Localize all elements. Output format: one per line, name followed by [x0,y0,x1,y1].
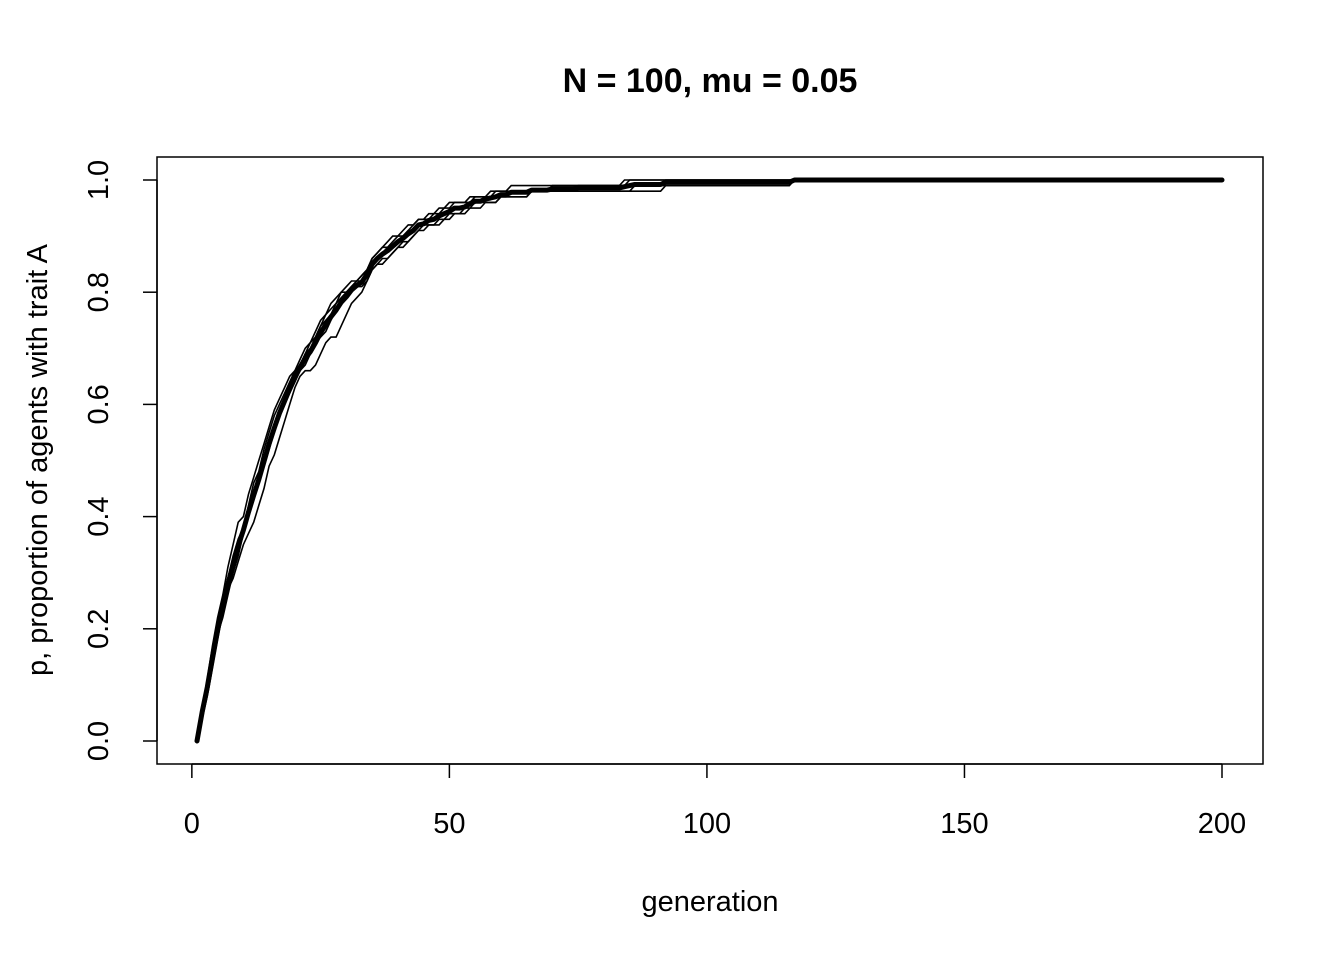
x-axis-label: generation [641,886,778,918]
y-tick-label: 0.2 [83,609,115,649]
y-tick-label: 0.8 [83,272,115,312]
y-axis-label: p, proportion of agents with trait A [22,243,54,676]
x-tick-label: 200 [1198,808,1246,840]
y-tick-label: 1.0 [83,160,115,200]
plot-frame [156,156,1264,765]
x-tick-label: 150 [940,808,988,840]
y-tick-label: 0.0 [83,721,115,761]
y-tick-label: 0.6 [83,384,115,424]
y-axis: 0.0 0.2 0.4 0.6 0.8 1.0 [83,160,158,761]
y-tick-label: 0.4 [83,496,115,536]
run-line-3 [196,179,1222,742]
x-tick-label: 50 [433,808,465,840]
run-line-2 [196,179,1222,742]
x-tick-label: 0 [184,808,200,840]
mean-line [194,177,1225,744]
run-line-4 [196,179,1222,742]
run-line-1 [196,179,1222,742]
run-line-5 [196,179,1222,742]
x-axis: 0 50 100 150 200 [184,763,1246,840]
x-tick-label: 100 [683,808,731,840]
series-lines [194,177,1225,744]
chart-title: N = 100, mu = 0.05 [563,62,858,100]
